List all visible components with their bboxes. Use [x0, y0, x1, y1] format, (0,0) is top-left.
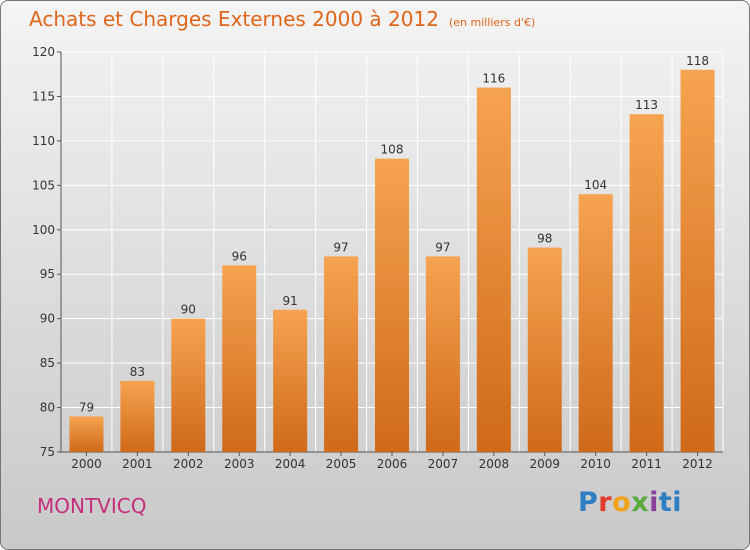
data-label: 113	[635, 98, 658, 112]
x-tick-label: 2000	[71, 457, 102, 471]
data-label: 90	[181, 303, 196, 317]
x-tick-label: 2006	[377, 457, 408, 471]
x-tick-label: 2012	[682, 457, 713, 471]
y-tick-label: 100	[32, 223, 55, 237]
y-tick-label: 105	[32, 178, 55, 192]
bar	[629, 114, 664, 452]
logo-letter: r	[598, 487, 613, 518]
y-tick-label: 80	[40, 401, 55, 415]
y-tick-label: 90	[40, 312, 55, 326]
town-name: MONTVICQ	[37, 494, 147, 518]
axes: 75 80 85 90 95 100 105 110 115 120 2000 2001 2002 200…	[32, 45, 723, 471]
chart-subtitle: (en milliers d'€)	[448, 16, 536, 29]
bar	[69, 416, 104, 452]
logo-letter: i	[649, 487, 659, 518]
x-tick-label: 2007	[428, 457, 459, 471]
bar	[578, 194, 613, 452]
logo-letter: P	[578, 487, 599, 518]
data-label: 116	[482, 72, 505, 86]
x-tick-label: 2009	[529, 457, 560, 471]
data-label: 79	[79, 400, 94, 414]
x-tick-label: 2003	[224, 457, 255, 471]
y-tick-label: 95	[40, 267, 55, 281]
y-tick-label: 85	[40, 356, 55, 370]
bar	[425, 256, 460, 452]
data-label: 83	[130, 365, 145, 379]
logo-letter: x	[631, 487, 650, 518]
bar	[273, 309, 308, 452]
data-label: 96	[232, 249, 247, 263]
data-label: 104	[584, 178, 607, 192]
logo-letter: o	[612, 487, 632, 518]
bar	[120, 380, 155, 452]
bar	[171, 318, 206, 452]
chart-title: Achats et Charges Externes 2000 à 2012 (e…	[29, 7, 535, 31]
bar	[324, 256, 359, 452]
y-tick-label: 75	[40, 445, 55, 459]
x-tick-label: 2005	[326, 457, 357, 471]
bar	[680, 69, 715, 453]
logo-letter: ti	[658, 487, 683, 518]
x-tick-label: 2011	[631, 457, 662, 471]
data-label: 91	[283, 294, 298, 308]
chart-title-text: Achats et Charges Externes 2000 à 2012	[29, 7, 439, 31]
x-tick-label: 2001	[122, 457, 153, 471]
bar	[527, 247, 562, 452]
y-tick-label: 110	[32, 134, 55, 148]
proxiti-logo: Proxiti	[578, 487, 682, 518]
labels: 79 83 90 96 91 97 108 97 116 98 104 113 118	[79, 54, 709, 415]
data-label: 118	[686, 54, 709, 68]
y-tick-label: 120	[32, 45, 55, 59]
data-label: 97	[435, 240, 450, 254]
data-label: 98	[537, 232, 552, 246]
bar	[476, 87, 511, 453]
data-label: 97	[333, 240, 348, 254]
bar	[222, 265, 257, 452]
y-tick-label: 115	[32, 89, 55, 103]
x-tick-label: 2004	[275, 457, 306, 471]
x-tick-label: 2002	[173, 457, 204, 471]
x-tick-label: 2008	[479, 457, 510, 471]
data-label: 108	[381, 143, 404, 157]
bar	[375, 158, 409, 452]
x-tick-label: 2010	[580, 457, 611, 471]
bars	[69, 69, 715, 453]
